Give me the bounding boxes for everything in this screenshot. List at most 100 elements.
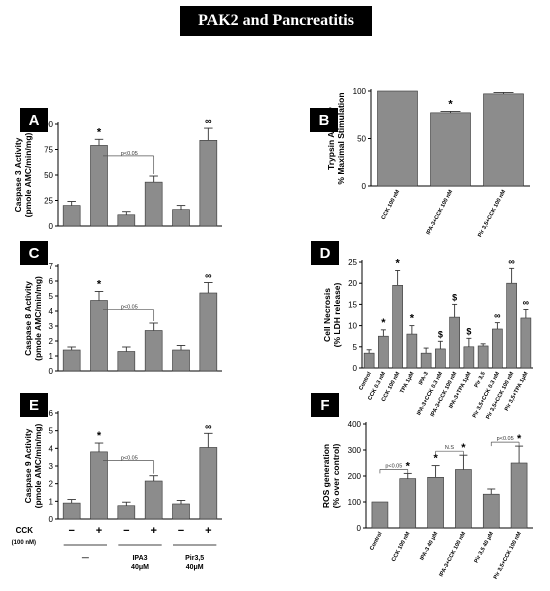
y-tick-label: 100 [353,87,367,96]
bar [62,349,81,372]
y-tick-label: 5 [49,427,54,436]
y-tick-label: 5 [49,292,54,301]
chart-panel-f: F 0 100 200 300 400 ROS generation (% over cont… [311,393,533,580]
panel-letter-box [310,108,338,132]
bar [363,352,375,369]
chart-panel-c: C 0 1 2 3 4 5 6 7 Caspase 8 Activity (pmole AMC/mi… [20,241,222,376]
significance-marker: * [395,257,400,269]
significance-marker: $ [452,292,457,302]
bar [483,93,524,187]
y-axis-label: (pmole AMC/min/mg) [33,423,43,508]
significance-marker: * [517,433,522,445]
cck-sign: − [68,525,74,537]
cck-sign: + [96,525,102,537]
y-tick-label: 4 [49,444,54,453]
significance-marker: * [461,442,466,454]
bar [199,140,218,227]
significance-marker: * [97,430,102,442]
bar [199,447,218,520]
y-tick-label: 4 [49,307,54,316]
bar [510,462,528,529]
x-category-label: Control [369,531,384,552]
y-axis-label: % Maximal Stimulation [336,92,346,184]
y-tick-label: 0 [357,524,362,533]
panel-letter-box [20,393,48,417]
chart-panel-d: D 0 5 10 15 20 25 Cell Necrosis (% LDH release) *… [311,241,533,420]
significance-marker: ∞ [523,297,530,307]
y-tick-label: 0 [353,364,358,373]
cck-sign: + [150,525,156,537]
bar [463,346,475,369]
x-category-label: IPA-3 40 μM [419,531,439,562]
bar [117,505,136,520]
bar [172,209,190,227]
page-title: PAK2 and Pancreatitis [180,6,372,36]
bar [482,493,500,529]
bracket-label: N.S [445,445,455,451]
group-label: Pir3,5 [185,555,204,562]
x-category-label: IPA-3+CCK 100 nM [426,189,455,236]
bar [172,503,190,520]
cck-sign: − [123,525,129,537]
panel-letter: A [29,112,40,129]
bar [117,214,136,227]
bar [455,469,472,529]
bar [435,348,446,369]
bar [520,317,532,369]
bar [430,112,471,187]
cck-row-unit: (100 nM) [12,540,36,546]
bar [492,328,503,369]
y-tick-label: 7 [49,262,54,271]
y-tick-label: 300 [348,446,362,455]
bracket-label: p<0.05 [121,151,138,157]
bar [90,451,108,520]
y-axis-label: (% over control) [331,443,341,508]
x-category-label: TPA 1μM [399,371,415,395]
y-axis-label: Caspase 3 Activity [13,137,23,212]
bar [420,352,432,369]
group-label: IPA3 [132,555,147,562]
y-tick-label: 400 [348,420,362,429]
panel-letter: D [320,245,331,262]
significance-marker: * [448,98,453,110]
significance-marker: ∞ [205,271,212,281]
bracket-label: p<0.05 [385,463,402,469]
x-category-label: CCK 100 nM [391,531,412,563]
panel-letter: C [29,245,40,262]
y-axis-label: ROS generation [321,444,331,508]
significance-marker: * [406,460,411,472]
bar [62,205,81,227]
panel-letter-box [20,108,48,132]
bar [90,145,108,227]
y-tick-label: 50 [44,171,53,180]
y-tick-label: 15 [348,300,357,309]
y-axis-label: Caspase 9 Activity [23,428,33,503]
significance-marker: ∞ [205,116,212,126]
y-tick-label: 5 [353,343,358,352]
bracket-label: p<0.05 [121,305,138,311]
chart-panel-a: A 0 25 50 75 100 Caspase 3 Activity (pmole AMC/… [13,108,222,231]
significance-marker: ∞ [508,256,515,266]
y-tick-label: 200 [348,472,362,481]
y-tick-label: 3 [49,322,54,331]
significance-marker: * [381,317,386,329]
panel-letter-box [20,241,48,265]
y-tick-label: 0 [362,182,367,191]
bracket-label: p<0.05 [121,456,138,462]
bar [506,282,517,369]
x-category-label: Pir 3,5+CCK 100 nM [493,531,523,581]
chart-panel-e: E 0 1 2 3 4 5 6 Caspase 9 Activity (pmole AMC/min… [12,393,222,571]
bar [199,292,218,372]
bar [371,501,389,529]
y-axis-label: (pmole AMC/min/mg) [33,276,43,361]
bar [378,335,389,369]
bar [144,181,163,227]
group-sublabel: 40μM [186,564,204,571]
significance-marker: $ [438,329,443,339]
bar [392,285,403,369]
group-sublabel: 40μM [131,564,149,571]
significance-marker: * [410,313,415,325]
y-tick-label: 100 [40,120,54,129]
bar [144,330,163,372]
